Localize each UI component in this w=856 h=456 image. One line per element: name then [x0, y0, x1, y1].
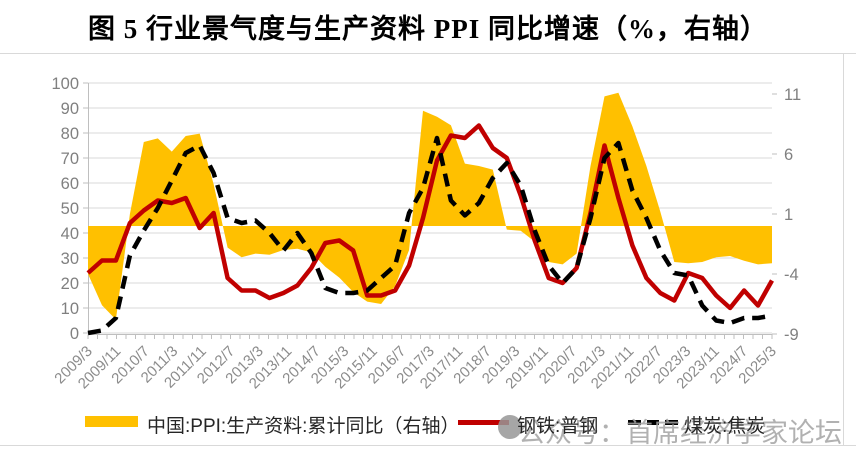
legend-label-coal: 煤炭:焦炭	[684, 416, 766, 437]
left-axis-tick-label: 60	[61, 175, 79, 193]
right-axis-tick-label: -9	[784, 326, 799, 344]
left-axis-tick-label: 30	[61, 250, 79, 268]
x-axis-labels: 2009/32009/112010/72011/32011/112012/720…	[51, 343, 779, 393]
left-axis-tick-label: 20	[61, 275, 79, 293]
right-axis-labels: 11 6 1 -4 -9	[784, 86, 801, 344]
left-axis-tick-label: 40	[61, 225, 79, 243]
right-axis-tick-label: 11	[784, 86, 801, 104]
left-axis-tick-label: 50	[61, 200, 79, 218]
series-coal-dashed-line	[87, 135, 773, 336]
left-axis-tick-label: 100	[51, 75, 79, 93]
legend-swatch-coal-dashed-line	[628, 420, 679, 425]
legend-label-ppi: 中国:PPI:生产资料:累计同比（右轴）	[147, 416, 460, 437]
legend-label-steel: 钢铁:普钢	[517, 416, 599, 437]
right-axis-tick-label: -4	[784, 266, 799, 284]
chart-frame	[0, 53, 856, 446]
right-axis-tick-label: 6	[784, 146, 793, 164]
left-axis-tick-label: 0	[70, 325, 79, 343]
legend-swatch-ppi-area	[85, 416, 138, 427]
series-steel-line	[86, 123, 774, 311]
page-title: 图 5 行业景气度与生产资料 PPI 同比增速（%，右轴）	[88, 14, 768, 44]
left-axis-tick-label: 90	[61, 100, 79, 118]
right-axis-tick-label: 1	[784, 206, 793, 224]
axes	[83, 82, 777, 339]
legend-swatch-steel-line	[458, 420, 509, 425]
left-axis-tick-label: 80	[61, 125, 79, 143]
series-ppi-area	[88, 92, 772, 320]
left-axis-tick-label: 10	[61, 300, 79, 318]
left-axis-tick-label: 70	[61, 150, 79, 168]
